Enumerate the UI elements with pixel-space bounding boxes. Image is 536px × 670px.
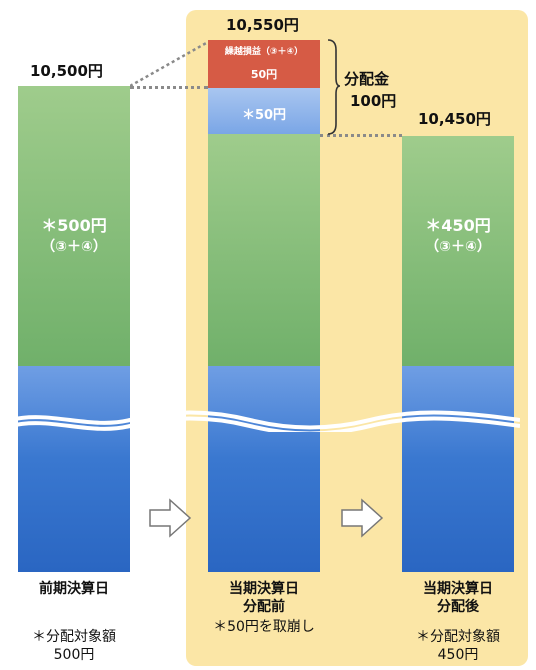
- col3-inner-main: ＊450円: [425, 216, 491, 235]
- col3-total: 10,450円: [418, 110, 491, 128]
- col2-lightblue-segment: [208, 88, 320, 134]
- col2-green-segment: [208, 134, 320, 366]
- col3-note-line1: ＊分配対象額: [416, 629, 500, 645]
- brace-icon: [327, 39, 341, 135]
- col3-note-line2: 450円: [437, 647, 479, 663]
- col3-green-segment: [402, 136, 514, 366]
- col3-caption-line1: 当期決算日: [423, 581, 493, 597]
- distribution-amount: 100円: [350, 92, 397, 110]
- connector-slant: [130, 40, 209, 88]
- col3-caption-line2: 分配後: [437, 599, 479, 615]
- col1-note-line2: 500円: [53, 647, 95, 663]
- col1-blue-segment: [18, 366, 130, 572]
- arrow-right-icon: [149, 498, 192, 538]
- col1-inner-main: ＊500円: [41, 216, 107, 235]
- distribution-label: 分配金: [344, 70, 390, 88]
- wave-break: [10, 410, 520, 432]
- col1-green-segment: [18, 86, 130, 366]
- col2-red-bottom-label: 50円: [250, 68, 278, 81]
- col2-note-line1: ＊50円を取崩し: [213, 619, 315, 635]
- col2-total: 10,550円: [226, 16, 299, 34]
- col1-inner-sub: （③＋④）: [41, 239, 107, 255]
- col1-total: 10,500円: [30, 62, 103, 80]
- connector-line-col2-col3: [320, 134, 402, 137]
- col2-red-top-label: 繰越損益（③＋④）: [224, 47, 304, 57]
- col1-note-line1: ＊分配対象額: [32, 629, 116, 645]
- col3-inner-sub: （③＋④）: [425, 239, 491, 255]
- arrow-right-icon: [341, 498, 384, 538]
- connector-line-col1-col2: [130, 86, 208, 89]
- col2-lightblue-label: ＊50円: [241, 108, 287, 123]
- col2-blue-segment: [208, 366, 320, 572]
- col2-red-segment: [208, 40, 320, 88]
- col2-caption-line2: 分配前: [243, 599, 285, 615]
- col1-caption: 前期決算日: [39, 581, 109, 597]
- col2-caption-line1: 当期決算日: [229, 581, 299, 597]
- col3-blue-segment: [402, 366, 514, 572]
